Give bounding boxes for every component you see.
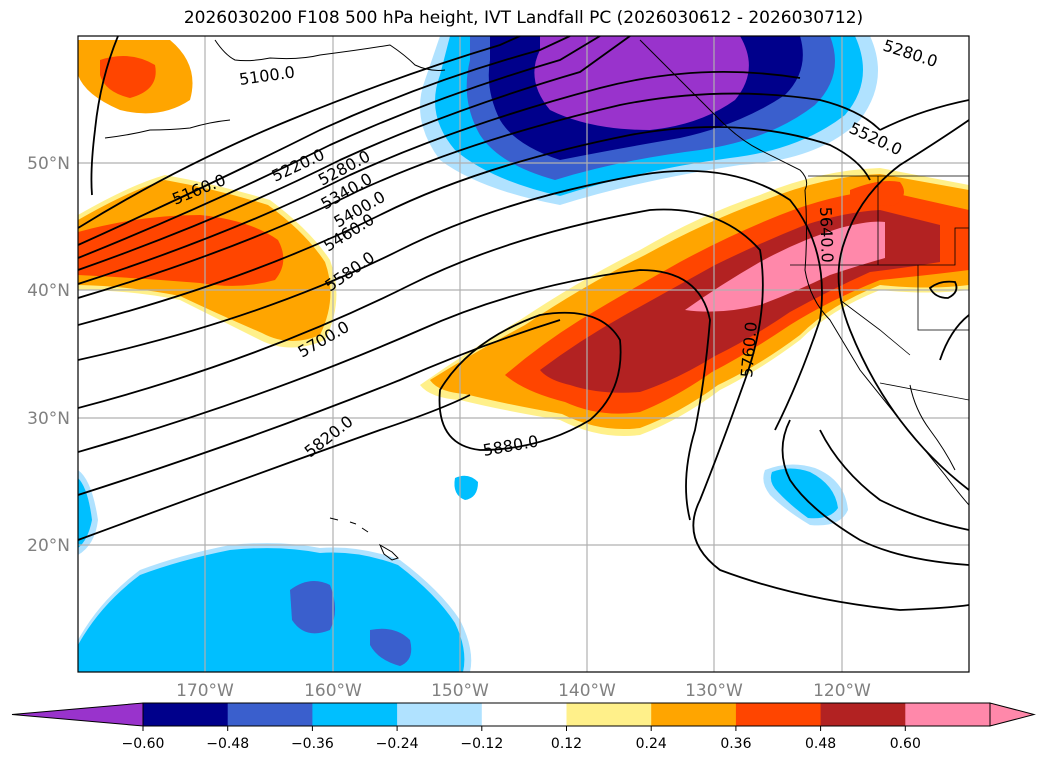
colorbar-segment bbox=[905, 703, 991, 726]
borders bbox=[790, 175, 969, 401]
colorbar-tick-label: 0.36 bbox=[720, 736, 751, 752]
colorbar-segment bbox=[397, 703, 483, 726]
colorbar-segment bbox=[566, 703, 652, 726]
colorbar-segment bbox=[481, 703, 567, 726]
colorbar-tick-label: −0.24 bbox=[376, 736, 419, 752]
colorbar-tick-label: 0.12 bbox=[551, 736, 582, 752]
lat-labels: 50°N 40°N 30°N 20°N bbox=[27, 154, 70, 556]
lat-label: 30°N bbox=[27, 409, 70, 429]
colorbar-tick-label: 0.60 bbox=[890, 736, 921, 752]
colorbar-tick-label: −0.36 bbox=[291, 736, 334, 752]
lon-labels: 170°W 160°W 150°W 140°W 130°W 120°W bbox=[176, 681, 871, 701]
colorbar-tick-label: −0.12 bbox=[460, 736, 503, 752]
colorbar-segment bbox=[651, 703, 737, 726]
lon-label: 150°W bbox=[431, 681, 489, 701]
plot-frame bbox=[77, 35, 970, 673]
lat-label: 20°N bbox=[27, 536, 70, 556]
gridlines bbox=[78, 36, 969, 672]
lon-label: 160°W bbox=[304, 681, 362, 701]
colorbar-segment bbox=[820, 703, 906, 726]
lon-label: 120°W bbox=[813, 681, 871, 701]
colorbar-tick-label: 0.48 bbox=[805, 736, 836, 752]
lon-label: 170°W bbox=[176, 681, 234, 701]
contour-label: 5760.0 bbox=[737, 321, 761, 378]
lon-label: 130°W bbox=[685, 681, 743, 701]
colorbar-segment bbox=[143, 703, 229, 726]
colorbar-tick-label: −0.48 bbox=[206, 736, 249, 752]
colorbar-extend-max bbox=[989, 702, 1036, 727]
colorbar-tick-label: −0.60 bbox=[122, 736, 165, 752]
colorbar-segment bbox=[312, 703, 398, 726]
colorbar-segment bbox=[735, 703, 822, 726]
lat-label: 50°N bbox=[27, 154, 70, 174]
colorbar-segment bbox=[227, 703, 313, 726]
coastlines bbox=[104, 39, 969, 561]
colorbar: −0.60 −0.48 −0.36 −0.24 −0.12 0.12 0.24 0.36 0.4… bbox=[11, 702, 1036, 752]
colorbar-extend-min bbox=[11, 702, 144, 727]
map-title: 2026030200 F108 500 hPa height, IVT Land… bbox=[183, 8, 864, 28]
height-contours bbox=[78, 36, 969, 611]
contour-label: 5640.0 bbox=[816, 206, 837, 263]
lon-label: 140°W bbox=[558, 681, 616, 701]
lat-label: 40°N bbox=[27, 281, 70, 301]
colorbar-tick-label: 0.24 bbox=[636, 736, 667, 752]
